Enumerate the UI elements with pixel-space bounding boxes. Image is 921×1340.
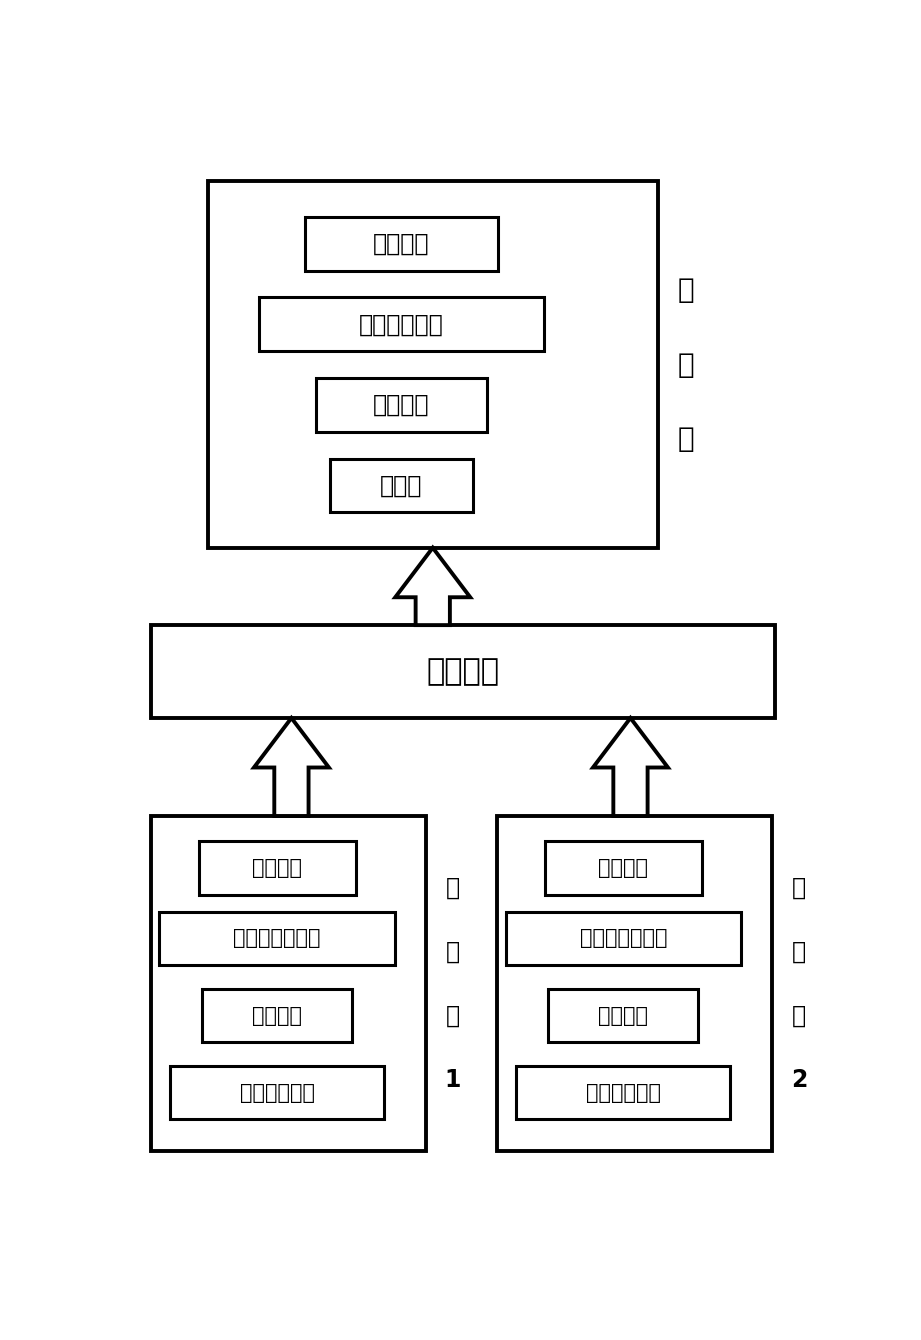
Text: 读取模块: 读取模块 [599,858,648,878]
Text: 下: 下 [446,876,460,899]
Bar [517,1065,730,1119]
Text: 显示模块: 显示模块 [373,393,429,417]
Text: 位: 位 [792,939,806,963]
Text: 无线接收模块: 无线接收模块 [359,312,444,336]
Text: 无线发送模块: 无线发送模块 [586,1083,661,1103]
Polygon shape [395,548,471,624]
Bar [159,911,395,965]
Text: 获取模块: 获取模块 [599,1005,648,1025]
Bar [151,624,775,718]
Text: 上: 上 [678,276,694,304]
Text: 2: 2 [791,1068,807,1092]
Text: 位: 位 [678,351,694,379]
Bar [330,458,472,512]
Bar [305,217,497,271]
Text: 读取模块: 读取模块 [252,858,302,878]
Bar [203,989,352,1043]
Text: 1: 1 [445,1068,460,1092]
Polygon shape [593,718,668,816]
Text: 机: 机 [446,1004,460,1028]
Text: 无线通道: 无线通道 [426,657,499,686]
Bar [199,842,356,895]
Text: 位: 位 [446,939,460,963]
Text: 液位红外传感器: 液位红外传感器 [233,929,321,949]
Text: 机: 机 [792,1004,806,1028]
Text: 机: 机 [678,425,694,453]
Bar [549,989,698,1043]
Bar [170,1065,384,1119]
Text: 警报器: 警报器 [380,473,423,497]
Bar [208,181,658,548]
Text: 液位红外传感器: 液位红外传感器 [579,929,667,949]
Polygon shape [254,718,329,816]
Bar [316,378,487,431]
Text: 无线发送模块: 无线发送模块 [239,1083,315,1103]
Bar [506,911,741,965]
Text: 下: 下 [792,876,806,899]
Bar [259,297,544,351]
Bar [151,816,426,1151]
Bar [497,816,772,1151]
Text: 读取模块: 读取模块 [373,232,429,256]
Text: 获取模块: 获取模块 [252,1005,302,1025]
Bar [545,842,702,895]
